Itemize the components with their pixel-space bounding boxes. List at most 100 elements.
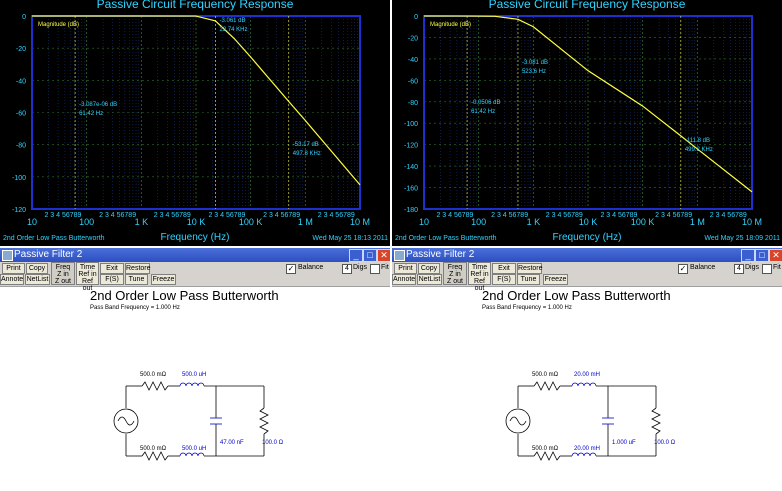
- x-tick-label: 100 K: [239, 217, 263, 227]
- annotate-button[interactable]: Annote: [392, 274, 416, 285]
- x-tick-label: 10 M: [742, 217, 762, 227]
- y-tick-label: 0: [414, 14, 418, 21]
- fit-checkbox[interactable]: [762, 264, 772, 274]
- x-minor-tick-label: 2 3 4 56789: [44, 212, 81, 219]
- freq-zin-zout-button[interactable]: Freq Z in Z out: [443, 262, 467, 285]
- netlist-button[interactable]: NetList: [417, 274, 442, 285]
- x-minor-tick-label: 2 3 4 56789: [546, 212, 583, 219]
- app-icon: [2, 250, 13, 261]
- fit-label: Fit: [381, 264, 389, 271]
- circuit-title: 2nd Order Low Pass Butterworth: [90, 288, 279, 303]
- copy-button[interactable]: Copy: [418, 263, 440, 274]
- y-tick-label: -160: [404, 186, 418, 193]
- resistor-load: [259, 407, 269, 435]
- maximize-icon[interactable]: □: [755, 249, 769, 262]
- inductor-top: [571, 382, 597, 387]
- x-minor-tick-label: 2 3 4 56789: [600, 212, 637, 219]
- x-tick-label: 1 K: [527, 217, 541, 227]
- marker-db-label: -0.0506 dB: [471, 100, 500, 106]
- restore-button[interactable]: Restore: [517, 263, 543, 274]
- freeze-button[interactable]: Freeze: [151, 274, 176, 285]
- balance-checkbox[interactable]: ✓: [286, 264, 296, 274]
- r-bottom-label: 500.0 mΩ: [532, 446, 559, 452]
- time-label: Time: [471, 264, 488, 271]
- filter-label: 2nd Order Low Pass Butterworth: [395, 235, 497, 242]
- r-bottom-label: 500.0 mΩ: [140, 446, 167, 452]
- freeze-button[interactable]: Freeze: [543, 274, 568, 285]
- x-tick-label: 100: [471, 217, 486, 227]
- y-tick-label: -120: [12, 207, 26, 214]
- x-tick-label: 1 K: [135, 217, 149, 227]
- source-icon: [113, 408, 139, 434]
- balance-checkbox[interactable]: ✓: [678, 264, 688, 274]
- time-ref-button[interactable]: Time Ref in Ref out: [468, 262, 491, 292]
- digs-field[interactable]: 4: [342, 264, 352, 274]
- r-load-label: 100.0 Ω: [654, 440, 676, 446]
- toolbar: Print Copy Annote NetList Freq Z in Z ou…: [392, 262, 782, 292]
- resistor-bottom: [141, 451, 169, 461]
- y-tick-label: -80: [16, 143, 26, 150]
- print-button[interactable]: Print: [2, 263, 25, 274]
- schematic: 500.0 mΩ 500.0 uH 47.00 nF 100.0 Ω 500.0…: [113, 372, 284, 461]
- circuit-title: 2nd Order Low Pass Butterworth: [482, 288, 671, 303]
- maximize-icon[interactable]: □: [363, 249, 377, 262]
- l-bottom-label: 500.0 uH: [182, 446, 206, 452]
- x-tick-label: 10: [419, 217, 429, 227]
- time-label: Time: [79, 264, 96, 271]
- minimize-icon[interactable]: _: [349, 249, 363, 262]
- y-tick-label: -80: [408, 100, 418, 107]
- x-axis-label: Frequency (Hz): [161, 232, 230, 243]
- freq-label: Freq: [447, 264, 463, 271]
- restore-button[interactable]: Restore: [125, 263, 151, 274]
- digs-field[interactable]: 4: [734, 264, 744, 274]
- c-shunt-label: 1.000 uF: [612, 440, 636, 446]
- netlist-button[interactable]: NetList: [25, 274, 50, 285]
- app-icon: [394, 250, 405, 261]
- close-icon[interactable]: ✕: [377, 249, 390, 262]
- source-icon: [505, 408, 531, 434]
- marker-db-label: -111.8 dB: [685, 138, 710, 144]
- filter-label: 2nd Order Low Pass Butterworth: [3, 235, 105, 242]
- freq-zin-zout-button[interactable]: Freq Z in Z out: [51, 262, 75, 285]
- fs-button[interactable]: F(S): [100, 274, 124, 285]
- r-load-label: 100.0 Ω: [262, 440, 284, 446]
- minimize-icon[interactable]: _: [741, 249, 755, 262]
- annotate-button[interactable]: Annote: [0, 274, 24, 285]
- window-titlebar: Passive Filter 2 _ □ ✕: [392, 248, 782, 262]
- time-ref-button[interactable]: Time Ref in Ref out: [76, 262, 99, 292]
- zin-label: Z in: [57, 271, 69, 278]
- ref-out-label: Ref out: [82, 278, 93, 292]
- x-tick-label: 10 M: [350, 217, 370, 227]
- x-tick-label: 1 M: [690, 217, 705, 227]
- fs-button[interactable]: F(S): [492, 274, 516, 285]
- close-icon[interactable]: ✕: [769, 249, 782, 262]
- x-minor-tick-label: 2 3 4 56789: [491, 212, 528, 219]
- window-titlebar: Passive Filter 2 _ □ ✕: [0, 248, 390, 262]
- print-button[interactable]: Print: [394, 263, 417, 274]
- l-bottom-label: 20.00 mH: [574, 446, 600, 452]
- fit-checkbox[interactable]: [370, 264, 380, 274]
- fit-label: Fit: [773, 264, 781, 271]
- x-minor-tick-label: 2 3 4 56789: [99, 212, 136, 219]
- y-tick-label: -100: [404, 121, 418, 128]
- resistor-top: [533, 381, 561, 391]
- copy-button[interactable]: Copy: [26, 263, 48, 274]
- marker-freq-label: 497.8 KHz: [293, 151, 321, 157]
- marker-freq-label: 61.42 Hz: [471, 109, 495, 115]
- plot-frame: [423, 15, 753, 210]
- x-minor-tick-label: 2 3 4 56789: [318, 212, 355, 219]
- exit-button[interactable]: Exit: [492, 263, 516, 274]
- timestamp: Wed May 25 18:09 2011: [704, 235, 780, 242]
- digs-label: Digs: [353, 264, 368, 271]
- balance-label: Balance: [690, 264, 716, 271]
- y-tick-label: -20: [408, 35, 418, 42]
- exit-button[interactable]: Exit: [100, 263, 124, 274]
- tune-button[interactable]: Tune: [125, 274, 148, 285]
- x-minor-tick-label: 2 3 4 56789: [154, 212, 191, 219]
- resistor-load: [651, 407, 661, 435]
- tune-button[interactable]: Tune: [517, 274, 540, 285]
- x-minor-tick-label: 2 3 4 56789: [208, 212, 245, 219]
- pass-band-frequency: Pass Band Frequency = 1.000 Hz: [482, 305, 572, 311]
